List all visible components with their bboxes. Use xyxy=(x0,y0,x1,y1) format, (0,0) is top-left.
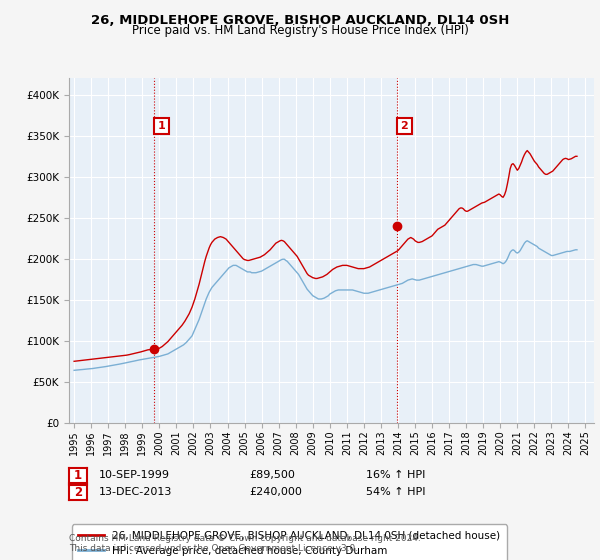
Text: Price paid vs. HM Land Registry's House Price Index (HPI): Price paid vs. HM Land Registry's House … xyxy=(131,24,469,37)
Text: 26, MIDDLEHOPE GROVE, BISHOP AUCKLAND, DL14 0SH: 26, MIDDLEHOPE GROVE, BISHOP AUCKLAND, D… xyxy=(91,14,509,27)
Text: £240,000: £240,000 xyxy=(249,487,302,497)
Text: 2: 2 xyxy=(74,486,82,499)
Text: 54% ↑ HPI: 54% ↑ HPI xyxy=(366,487,425,497)
Text: 16% ↑ HPI: 16% ↑ HPI xyxy=(366,470,425,480)
Text: 1: 1 xyxy=(158,121,166,131)
Text: Contains HM Land Registry data © Crown copyright and database right 2024.
This d: Contains HM Land Registry data © Crown c… xyxy=(69,534,421,553)
Text: 2: 2 xyxy=(401,121,408,131)
Text: 13-DEC-2013: 13-DEC-2013 xyxy=(99,487,172,497)
Legend: 26, MIDDLEHOPE GROVE, BISHOP AUCKLAND, DL14 0SH (detached house), HPI: Average p: 26, MIDDLEHOPE GROVE, BISHOP AUCKLAND, D… xyxy=(71,525,506,560)
Text: £89,500: £89,500 xyxy=(249,470,295,480)
Text: 10-SEP-1999: 10-SEP-1999 xyxy=(99,470,170,480)
Text: 1: 1 xyxy=(74,469,82,482)
